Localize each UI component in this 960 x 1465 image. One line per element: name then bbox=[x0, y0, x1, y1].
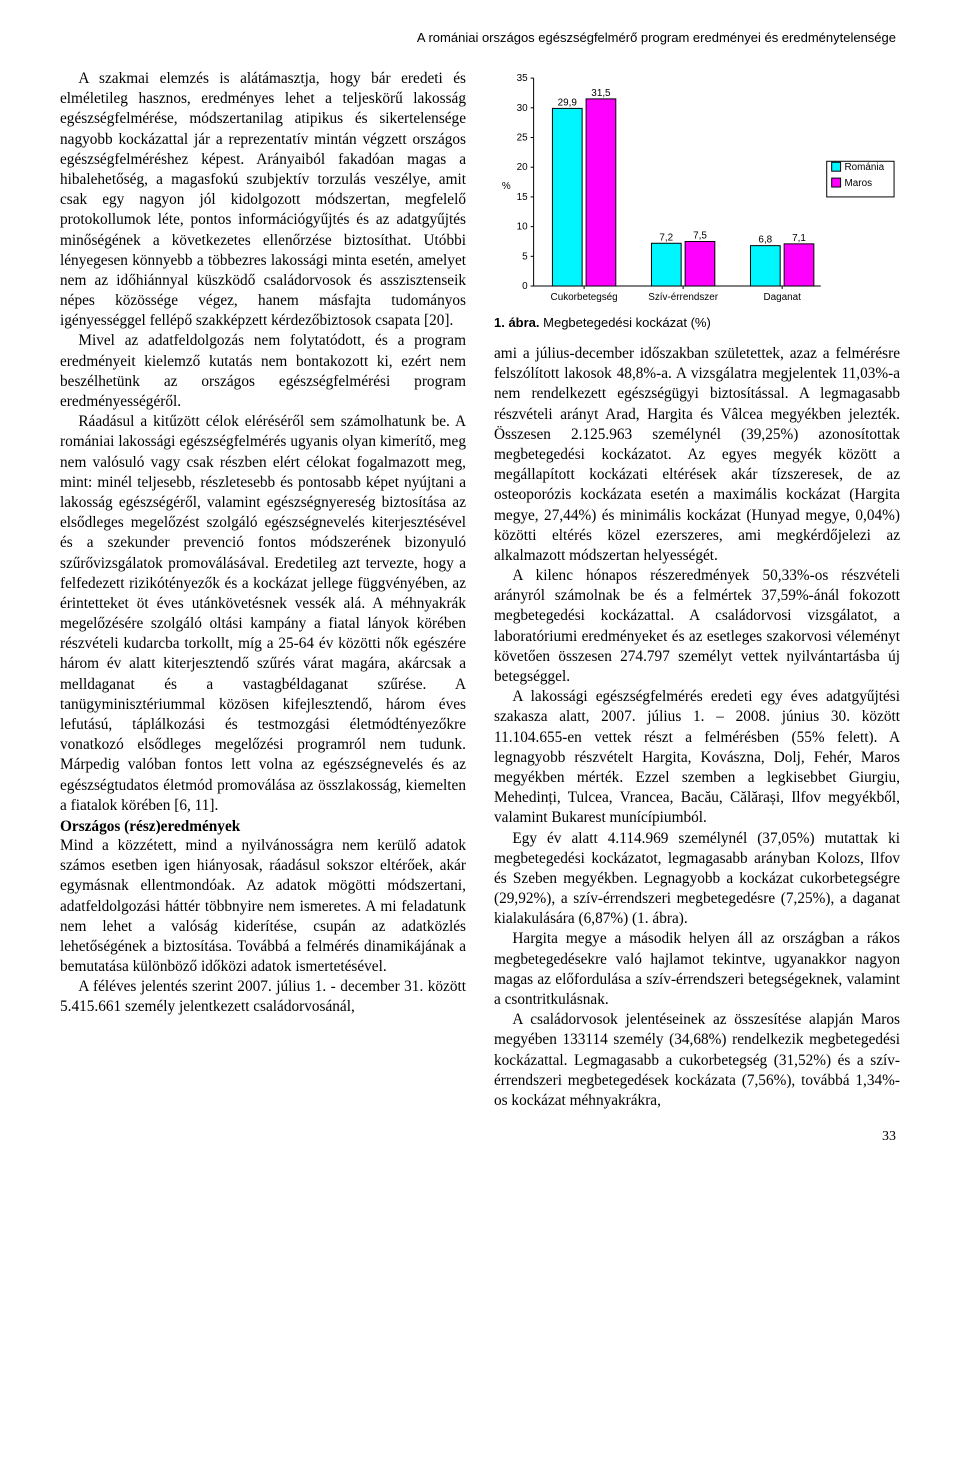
right-column: 0 5 10 15 20 25 30 35% 29,9 31,5 Cukorbetegség 7,2 7… bbox=[494, 69, 900, 1111]
body-paragraph: Mind a közzétett, mind a nyilvánosságra … bbox=[60, 836, 466, 977]
body-paragraph: A féléves jelentés szerint 2007. július … bbox=[60, 977, 466, 1017]
body-paragraph: A szakmai elemzés is alátámasztja, hogy … bbox=[60, 69, 466, 331]
svg-text:15: 15 bbox=[517, 192, 529, 203]
body-paragraph: A lakossági egészségfelmérés eredeti egy… bbox=[494, 687, 900, 828]
svg-text:30: 30 bbox=[517, 103, 529, 114]
svg-text:0: 0 bbox=[522, 281, 528, 292]
section-heading: Országos (rész)eredmények bbox=[60, 818, 466, 836]
svg-text:Daganat: Daganat bbox=[763, 292, 801, 303]
bar bbox=[784, 244, 814, 286]
svg-text:7,5: 7,5 bbox=[693, 231, 707, 242]
bar bbox=[750, 246, 780, 286]
figure-caption: 1. ábra. Megbetegedési kockázat (%) bbox=[494, 315, 900, 330]
body-paragraph: ami a július-december időszakban születe… bbox=[494, 344, 900, 566]
svg-text:6,8: 6,8 bbox=[758, 235, 772, 246]
running-head: A romániai országos egészségfelmérő prog… bbox=[60, 30, 900, 45]
body-paragraph: Mivel az adatfeldolgozás nem folytatódot… bbox=[60, 331, 466, 412]
svg-text:%: % bbox=[502, 181, 511, 192]
svg-text:Maros: Maros bbox=[845, 178, 873, 189]
svg-text:Románia: Románia bbox=[845, 162, 885, 173]
svg-text:Cukorbetegség: Cukorbetegség bbox=[551, 292, 618, 303]
bar-chart: 0 5 10 15 20 25 30 35% 29,9 31,5 Cukorbetegség 7,2 7… bbox=[494, 69, 900, 309]
body-paragraph: A családorvosok jelentéseinek az összesí… bbox=[494, 1010, 900, 1111]
bar bbox=[586, 99, 616, 286]
svg-text:7,2: 7,2 bbox=[659, 232, 673, 243]
body-paragraph: Ráadásul a kitűzött célok eléréséről sem… bbox=[60, 412, 466, 816]
svg-text:29,9: 29,9 bbox=[558, 97, 578, 108]
svg-text:Szív-érrendszer: Szív-érrendszer bbox=[648, 292, 719, 303]
left-column: A szakmai elemzés is alátámasztja, hogy … bbox=[60, 69, 466, 1111]
svg-text:20: 20 bbox=[517, 162, 529, 173]
page-number: 33 bbox=[60, 1129, 900, 1145]
bar bbox=[685, 241, 715, 286]
svg-text:10: 10 bbox=[517, 222, 529, 233]
figure-caption-label: 1. ábra. bbox=[494, 315, 540, 330]
svg-text:7,1: 7,1 bbox=[792, 233, 806, 244]
body-paragraph: A kilenc hónapos részeredmények 50,33%-o… bbox=[494, 566, 900, 687]
bar bbox=[552, 108, 582, 286]
chart-svg: 0 5 10 15 20 25 30 35% 29,9 31,5 Cukorbetegség 7,2 7… bbox=[494, 69, 900, 309]
figure-1: 0 5 10 15 20 25 30 35% 29,9 31,5 Cukorbetegség 7,2 7… bbox=[494, 69, 900, 330]
figure-caption-text: Megbetegedési kockázat (%) bbox=[540, 315, 711, 330]
svg-text:5: 5 bbox=[522, 251, 528, 262]
body-paragraph: Egy év alatt 4.114.969 személynél (37,05… bbox=[494, 829, 900, 930]
bar bbox=[651, 243, 681, 286]
svg-text:35: 35 bbox=[517, 73, 529, 84]
svg-text:31,5: 31,5 bbox=[591, 88, 611, 99]
svg-text:25: 25 bbox=[517, 132, 529, 143]
body-paragraph: Hargita megye a második helyen áll az or… bbox=[494, 929, 900, 1010]
